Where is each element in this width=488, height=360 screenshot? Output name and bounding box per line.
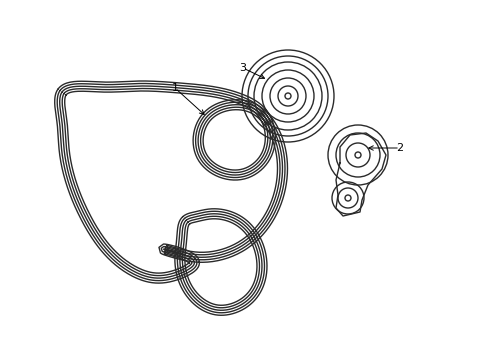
- Text: 2: 2: [396, 143, 403, 153]
- Text: 3: 3: [239, 63, 246, 73]
- Text: 1: 1: [171, 83, 178, 93]
